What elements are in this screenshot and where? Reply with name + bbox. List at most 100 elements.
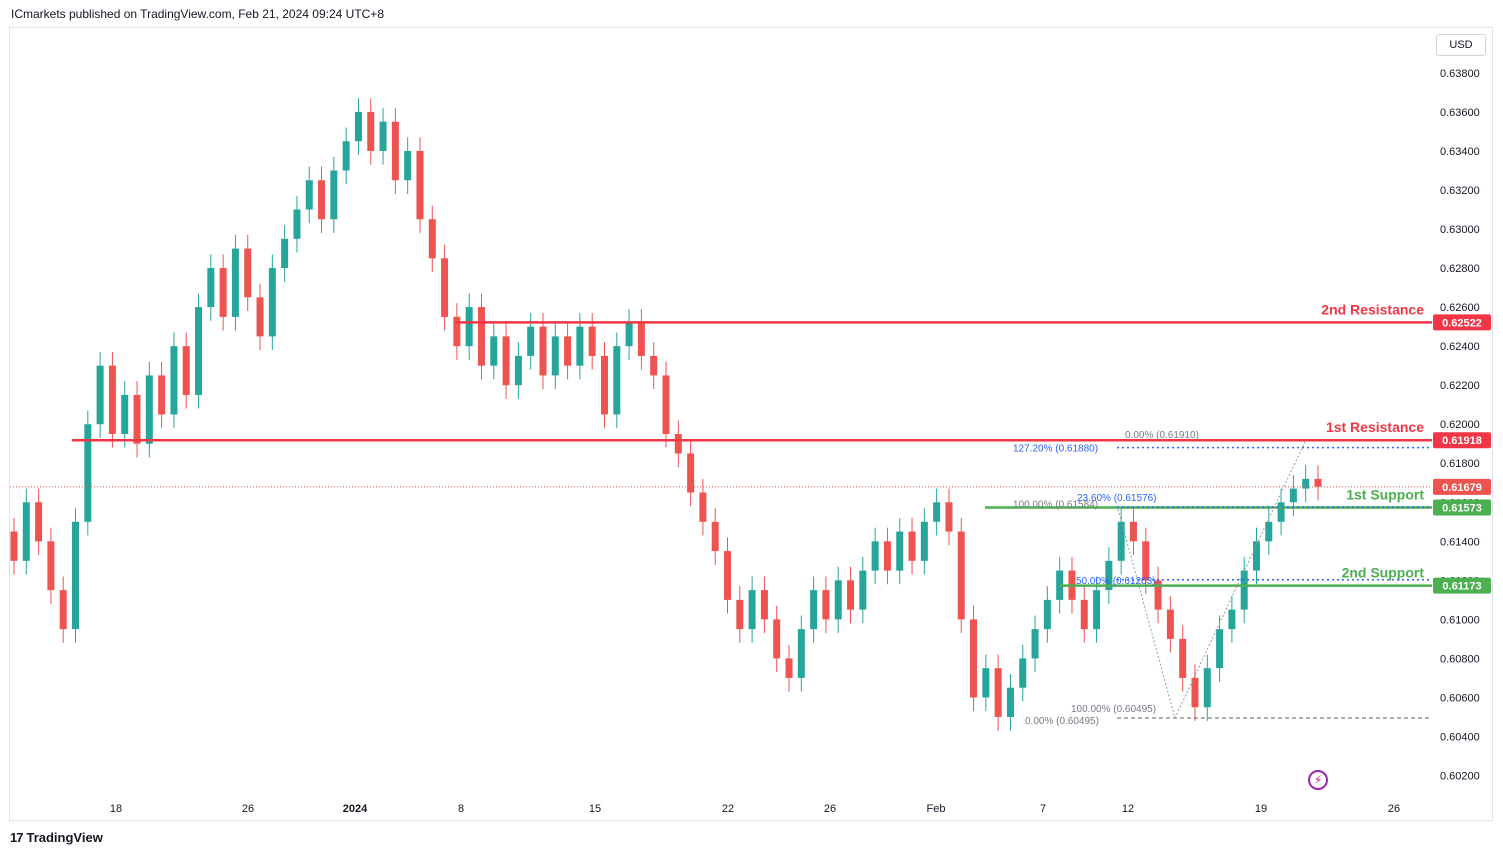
candle-body [687,453,695,493]
y-tick-label: 0.61400 [1440,536,1480,548]
candle-body [883,541,891,571]
x-tick-label: 12 [1122,803,1134,815]
candle-body [219,268,227,317]
candle-body [453,316,461,347]
level-badge [1433,499,1491,516]
candle-body [133,394,141,444]
fib-label: 23.60% (0.61576) [1077,493,1157,504]
level-badge-text: 0.61918 [1442,435,1482,447]
candle-body [994,668,1002,717]
candle-body [834,580,842,620]
candle-body [785,658,793,678]
candle-body [564,336,572,366]
tradingview-brand: TradingView [26,830,103,845]
lightning-icon[interactable]: ⚡ [1308,770,1328,790]
x-tick-label: 26 [242,803,254,815]
candle-body [182,346,190,395]
level-label: 1st Support [1346,487,1424,503]
candle-body [367,111,375,151]
candle-body [244,248,252,298]
publisher-caption: ICmarkets published on TradingView.com, … [11,7,384,21]
candle-body [305,180,313,210]
x-tick-label: 19 [1255,803,1267,815]
fib-trend-line [1116,441,1306,720]
candle-body [1302,478,1310,489]
y-tick-label: 0.62200 [1440,380,1480,392]
x-tick-label: 26 [824,803,836,815]
candle-body [1093,590,1101,630]
last-price-badge-text: 0.61679 [1442,482,1482,494]
candle-body [256,297,264,337]
candle-body [847,580,855,610]
candle-body [957,531,965,620]
y-tick-label: 0.62000 [1440,419,1480,431]
candle-body [1080,599,1088,630]
y-tick-label: 0.61800 [1440,458,1480,470]
candle-body [982,668,990,698]
y-tick-label: 0.63800 [1440,68,1480,80]
candle-body [502,336,510,386]
candle-body [1031,629,1039,659]
candle-body [10,531,18,561]
candle-body [699,492,707,522]
level-badge [1433,577,1491,594]
candle-body [441,258,449,317]
y-tick-label: 0.63400 [1440,146,1480,158]
candle-body [637,322,645,356]
y-tick-label: 0.60600 [1440,692,1480,704]
y-tick-label: 0.63200 [1440,185,1480,197]
level-badge [1433,314,1491,331]
candle-body [724,551,732,600]
candle-body [1289,488,1297,503]
candle-body [933,502,941,522]
level-badge-text: 0.62522 [1442,317,1482,329]
candle-body [342,141,350,171]
candle-body [22,502,30,561]
candle-body [121,394,129,434]
candle-body [1203,668,1211,708]
candle-body [1006,687,1014,717]
candle-body [822,590,830,620]
candle-body [1043,599,1051,630]
y-tick-label: 0.62600 [1440,302,1480,314]
candle-body [477,307,485,366]
x-tick-label: Feb [927,803,946,815]
candle-body [84,424,92,522]
candle-body [1019,658,1027,688]
level-label: 1st Resistance [1326,419,1424,435]
candle-body [465,307,473,347]
candle-body [551,336,559,376]
x-tick-label: 2024 [343,803,368,815]
fib-label: 100.00% (0.60495) [1071,704,1156,715]
candle-body [268,268,276,337]
x-tick-label: 7 [1040,803,1046,815]
x-tick-label: 18 [110,803,122,815]
fib-label: 50.00% (0.61203) [1076,576,1156,587]
candle-body [539,326,547,376]
candle-body [1191,677,1199,708]
candle-body [318,180,326,220]
tradingview-logo: 17 [10,830,24,845]
candle-body [1216,629,1224,669]
x-tick-label: 15 [589,803,601,815]
level-label: 2nd Support [1342,565,1425,581]
candle-body [490,336,498,366]
currency-button[interactable]: USD [1436,34,1486,56]
candle-body [662,375,670,434]
candle-body [207,268,215,308]
candle-body [760,590,768,620]
candle-body [1142,541,1150,581]
x-tick-label: 26 [1388,803,1400,815]
candle-body [1056,570,1064,600]
candle-body [354,111,362,142]
candle-body [773,619,781,659]
candle-body [1154,580,1162,610]
y-tick-label: 0.61000 [1440,614,1480,626]
candle-body [736,599,744,630]
candle-body [920,521,928,561]
candle-body [231,248,239,317]
y-tick-label: 0.63000 [1440,224,1480,236]
fib-label: 127.20% (0.61880) [1013,444,1098,455]
candle-body [428,219,436,259]
